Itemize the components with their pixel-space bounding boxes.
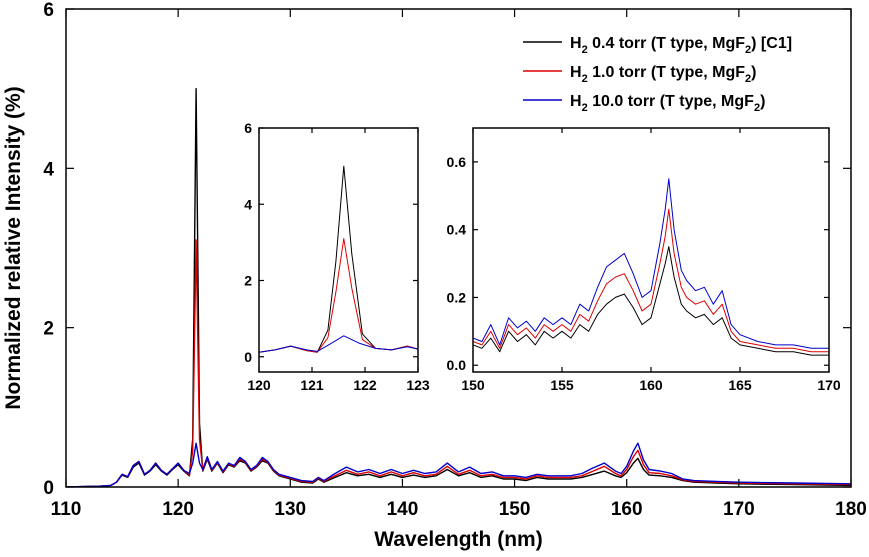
inset-right-xtick-label: 150 <box>461 377 485 393</box>
inset-right-xtick-label: 155 <box>550 377 574 393</box>
inset-right-ytick-label: 0.6 <box>447 154 467 170</box>
main-ytick-label: 6 <box>43 0 54 21</box>
main-xtick-label: 130 <box>274 499 306 520</box>
inset-left-xtick-label: 123 <box>406 377 430 393</box>
main-ytick-label: 4 <box>43 159 54 180</box>
inset-right-ytick-label: 0.2 <box>447 289 467 305</box>
inset-left-xtick-label: 122 <box>353 377 377 393</box>
x-axis-title: Wavelength (nm) <box>374 528 542 551</box>
legend: H2 0.4 torr (T type, MgF2) [C1] H2 1.0 to… <box>523 35 792 114</box>
legend-label-2: H2 1.0 torr (T type, MgF2) <box>570 64 756 85</box>
main-frame <box>65 8 852 488</box>
main-xtick-label: 110 <box>51 499 82 520</box>
main-series-3-line <box>66 442 851 487</box>
y-axis-title: Normalized relative Intensity (%) <box>2 86 25 409</box>
inset-left-xtick-label: 120 <box>247 377 271 393</box>
legend-label-1: H2 0.4 torr (T type, MgF2) [C1] <box>570 35 792 56</box>
legend-label-3: H2 10.0 torr (T type, MgF2) <box>570 93 765 114</box>
inset-left-frame <box>258 127 419 373</box>
inset-right-ytick-label: 0.0 <box>447 357 467 373</box>
inset-right-series-3-line <box>473 178 829 349</box>
inset-left-series-3-line <box>259 335 418 353</box>
inset-right-series-2-line <box>473 208 829 353</box>
main-series-1-line <box>66 88 851 487</box>
inset-right-xtick-label: 165 <box>728 377 752 393</box>
inset-right-ytick-label: 0.4 <box>447 222 467 238</box>
inset-left-ytick-label: 6 <box>244 120 252 136</box>
inset-left-xtick-label: 121 <box>300 377 324 393</box>
main-xtick-label: 120 <box>162 499 194 520</box>
main-ytick-label: 0 <box>43 478 54 499</box>
inset-left-plot: 120 121 122 123 0 2 4 6 <box>244 120 430 393</box>
inset-left-series-2-line <box>259 238 418 353</box>
main-xtick-label: 180 <box>835 499 867 520</box>
inset-right-series-1-line <box>473 246 829 356</box>
inset-left-ytick-label: 4 <box>244 196 252 212</box>
inset-right-plot: 150 155 160 165 170 0.0 0.2 0.4 0.6 <box>447 127 841 393</box>
inset-right-xtick-label: 160 <box>639 377 663 393</box>
main-xtick-label: 150 <box>499 499 531 520</box>
main-ytick-label: 2 <box>43 319 54 340</box>
inset-right-xtick-label: 170 <box>817 377 841 393</box>
main-xtick-label: 160 <box>611 499 643 520</box>
inset-left-series-1-line <box>259 165 418 353</box>
inset-left-ytick-label: 0 <box>244 349 252 365</box>
inset-left-ytick-label: 2 <box>244 273 252 289</box>
main-xtick-label: 140 <box>387 499 419 520</box>
main-xtick-label: 170 <box>723 499 755 520</box>
